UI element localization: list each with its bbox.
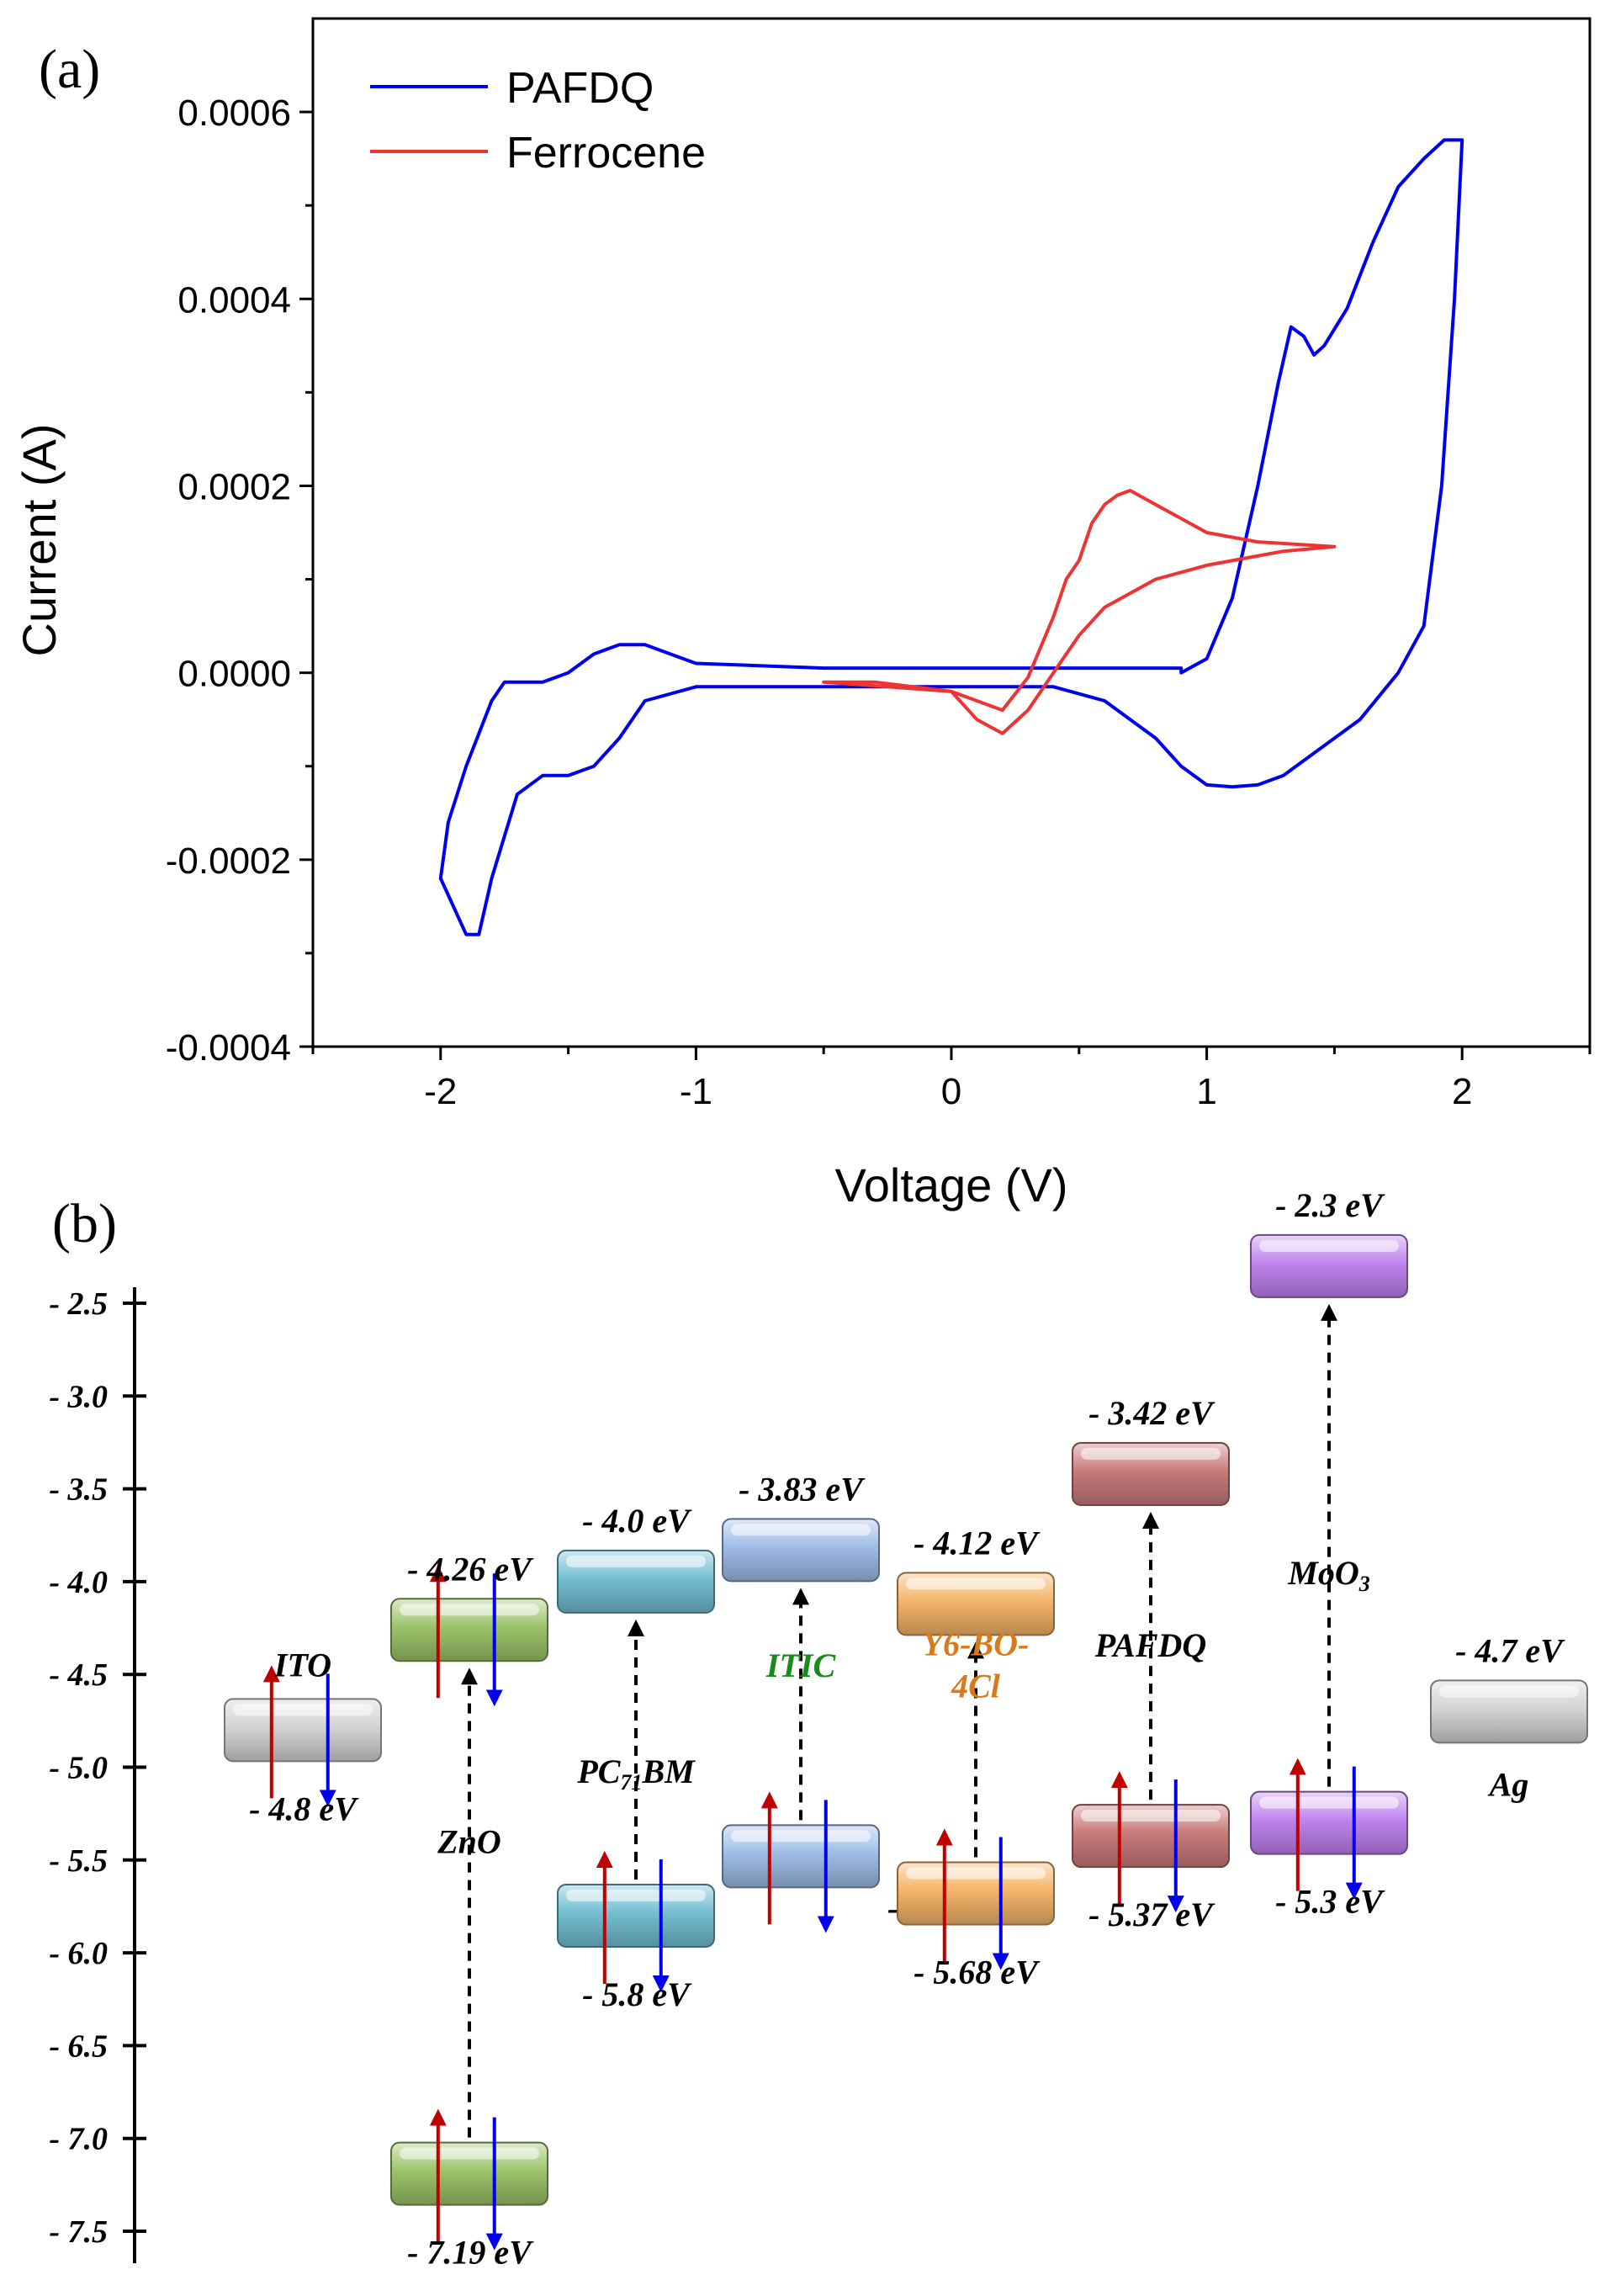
level-label-ag-0: - 4.7 eV — [1455, 1631, 1565, 1669]
y-tick-label-2: 0.0000 — [177, 654, 291, 695]
y-tick-label-5: 0.0006 — [177, 93, 291, 134]
energy-levels-group: - 4.8 eV ITO - 4.26 eV - 7.19 eV ZnO - 4.0 eV… — [224, 1186, 1588, 2272]
x-tick-label-0: -2 — [424, 1071, 457, 1112]
level-label-zno-1: - 7.19 eV — [407, 2234, 534, 2272]
material-pafdq: - 3.42 eV - 5.37 eV PAFDQ — [1072, 1394, 1230, 1933]
material-name-itic: ITIC — [765, 1646, 837, 1684]
x-tick-label-3: 1 — [1196, 1071, 1216, 1112]
material-name-ag: Ag — [1487, 1765, 1529, 1803]
level-box-highlight-pafdq-1 — [1081, 1810, 1221, 1822]
energy-tick-label-6: - 5.5 — [49, 1843, 108, 1879]
level-label-pc71bm-1: - 5.8 eV — [582, 1975, 692, 2013]
y-tick-label-4: 0.0004 — [177, 279, 291, 321]
energy-tick-label-2: - 3.5 — [49, 1472, 108, 1508]
level-box-highlight-zno-1 — [400, 2147, 539, 2160]
x-tick-label-2: 0 — [941, 1071, 961, 1112]
cv-legend: PAFDQ Ferrocene — [370, 64, 706, 178]
series-pafdq-line — [438, 138, 1464, 936]
level-box-highlight-zno-0 — [400, 1604, 539, 1616]
level-box-highlight-itic-1 — [731, 1830, 871, 1843]
level-box-highlight-y6-bo-4cl-0 — [906, 1578, 1046, 1590]
energy-tick-label-5: - 5.0 — [49, 1751, 108, 1786]
level-box-highlight-ag-0 — [1439, 1685, 1579, 1698]
material-ito: - 4.8 eV ITO — [224, 1646, 382, 1827]
cv-series-group — [438, 138, 1464, 936]
level-box-highlight-ito-0 — [233, 1704, 373, 1716]
material-name-y6-bo-4cl-line1: Y6-BO- — [923, 1625, 1030, 1662]
cv-plot-frame — [311, 17, 1591, 1048]
energy-tick-label-1: - 3.0 — [49, 1379, 108, 1414]
material-name-ito: ITO — [273, 1646, 331, 1684]
level-label-pc71bm-0: - 4.0 eV — [582, 1502, 692, 1540]
level-box-highlight-y6-bo-4cl-1 — [906, 1867, 1046, 1880]
legend-label-pafdq: PAFDQ — [506, 64, 654, 113]
level-label-itic-0: - 3.83 eV — [739, 1470, 866, 1508]
energy-tick-label-10: - 7.5 — [49, 2214, 108, 2250]
level-box-highlight-pc71bm-1 — [566, 1889, 706, 1901]
material-name-pc71bm: PC71BM — [576, 1752, 696, 1795]
material-zno: - 4.26 eV - 7.19 eV ZnO — [390, 1550, 548, 2272]
energy-y-ticks: - 2.5 - 3.0 - 3.5 - 4.0 - 4.5 - 5.0 - 5.5 - 6.0… — [49, 1286, 146, 2250]
material-pc71bm: - 4.0 eV - 5.8 eV PC71BM — [557, 1502, 715, 2013]
material-name-y6-bo-4cl-line2: 4Cl — [951, 1667, 1001, 1705]
material-moo3: - 2.3 eV - 5.3 eV MoO3 — [1250, 1186, 1408, 1921]
material-name-zno: ZnO — [437, 1823, 501, 1861]
cv-chart: -0.0004 -0.0002 0.0000 0.0002 0.0004 0.0006 -… — [13, 17, 1591, 1212]
level-label-zno-0: - 4.26 eV — [407, 1550, 534, 1588]
y-tick-label-0: -0.0004 — [166, 1027, 291, 1068]
level-label-pafdq-0: - 3.42 eV — [1088, 1394, 1215, 1432]
level-label-ito-0: - 4.8 eV — [249, 1790, 359, 1827]
material-name-pafdq: PAFDQ — [1094, 1626, 1207, 1664]
level-box-highlight-pafdq-0 — [1081, 1447, 1221, 1460]
cv-x-ticks: -2 -1 0 1 2 — [311, 1047, 1591, 1112]
cv-y-ticks: -0.0004 -0.0002 0.0000 0.0002 0.0004 0.0006 — [166, 93, 313, 1068]
cv-y-axis-label: Current (A) — [13, 424, 66, 657]
level-label-y6-bo-4cl-0: - 4.12 eV — [914, 1524, 1041, 1562]
level-label-y6-bo-4cl-1: - 5.68 eV — [914, 1954, 1041, 1991]
level-label-moo3-0: - 2.3 eV — [1275, 1186, 1385, 1224]
level-box-highlight-itic-0 — [731, 1524, 871, 1536]
material-name-moo3: MoO3 — [1287, 1554, 1369, 1596]
material-ag: - 4.7 eV Ag — [1430, 1631, 1588, 1803]
level-label-moo3-1: - 5.3 eV — [1275, 1883, 1385, 1921]
energy-level-diagram: - 2.5 - 3.0 - 3.5 - 4.0 - 4.5 - 5.0 - 5.5 - 6.0… — [49, 1186, 1588, 2272]
material-y6-bo-4cl: - 4.12 eV - 5.68 eV Y6-BO- 4Cl — [897, 1524, 1055, 1991]
legend-label-ferrocene: Ferrocene — [506, 129, 706, 178]
energy-tick-label-0: - 2.5 — [49, 1286, 108, 1322]
y-tick-label-1: -0.0002 — [166, 840, 291, 882]
x-tick-label-1: -1 — [680, 1071, 712, 1112]
x-tick-label-4: 2 — [1452, 1071, 1472, 1112]
cv-x-axis-label: Voltage (V) — [834, 1159, 1067, 1212]
level-box-highlight-pc71bm-0 — [566, 1555, 706, 1567]
level-label-pafdq-1: - 5.37 eV — [1088, 1896, 1215, 1933]
energy-tick-label-8: - 6.5 — [49, 2028, 108, 2064]
series-ferrocene-line — [822, 489, 1337, 735]
panel-b-label: (b) — [52, 1193, 117, 1254]
energy-tick-label-7: - 6.0 — [49, 1936, 108, 1971]
energy-tick-label-4: - 4.5 — [49, 1657, 108, 1693]
y-tick-label-3: 0.0002 — [177, 466, 291, 507]
level-box-highlight-moo3-1 — [1259, 1796, 1399, 1809]
level-box-highlight-moo3-0 — [1259, 1239, 1399, 1252]
energy-tick-label-9: - 7.0 — [49, 2122, 108, 2157]
energy-tick-label-3: - 4.0 — [49, 1565, 108, 1600]
panel-a-label: (a) — [39, 39, 100, 100]
